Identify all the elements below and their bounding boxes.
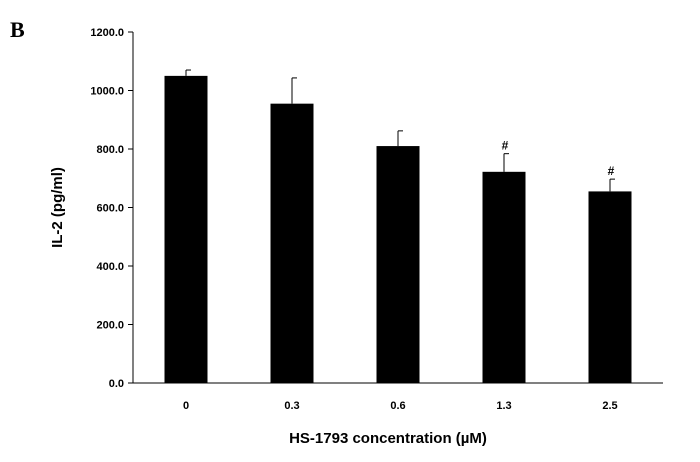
- y-tick-label: 800.0: [96, 144, 124, 156]
- y-tick-label: 400.0: [96, 261, 124, 273]
- x-tick-label: 1.3: [496, 400, 511, 412]
- bar: [482, 171, 526, 383]
- bars: ##: [164, 69, 632, 383]
- bar: [376, 146, 420, 383]
- bar: [588, 191, 632, 383]
- y-tick-label: 0.0: [109, 378, 124, 390]
- bar: [164, 75, 208, 383]
- y-tick-label: 200.0: [96, 320, 124, 332]
- y-tick-label: 1000.0: [90, 86, 124, 98]
- x-axis-title: HS-1793 concentration (µM): [289, 430, 487, 447]
- x-tick-label: 0.3: [284, 400, 299, 412]
- panel-letter: B: [10, 17, 25, 42]
- axes: 0.0 200.0 400.0 600.0 800.0 1000.0 1200.0 0 0.3 0…: [90, 27, 663, 412]
- significance-mark: #: [608, 164, 615, 178]
- bar: [270, 103, 314, 383]
- x-tick-label: 0: [183, 400, 189, 412]
- y-tick-label: 600.0: [96, 203, 124, 215]
- y-tick-label: 1200.0: [90, 27, 124, 39]
- x-tick-label: 0.6: [390, 400, 405, 412]
- y-axis-title: IL-2 (pg/ml): [49, 167, 66, 248]
- x-tick-label: 2.5: [602, 400, 617, 412]
- significance-mark: #: [502, 139, 509, 153]
